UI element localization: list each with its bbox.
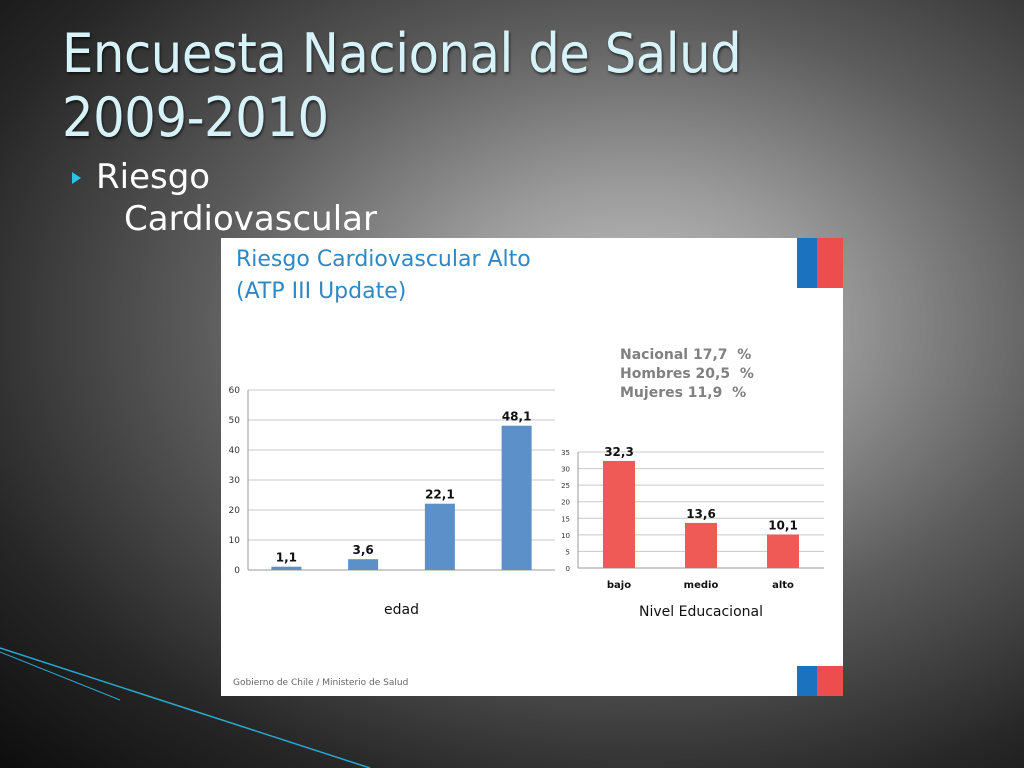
age-bar-1 [348, 559, 379, 570]
summary-hombres: Hombres 20,5 % [620, 366, 754, 382]
slide-title-line-2: 2009-2010 [62, 86, 329, 149]
edu-ytick-label: 10 [561, 532, 570, 540]
edu-ytick-label: 30 [561, 466, 570, 474]
edu-bar-1 [685, 522, 717, 568]
edu-data-label-2: 10,1 [768, 519, 798, 533]
age-ytick-label: 40 [229, 446, 241, 456]
edu-category-label-2: alto [772, 580, 794, 591]
age-data-label-1: 3,6 [352, 543, 373, 557]
footer-credit: Gobierno de Chile / Ministerio de Salud [233, 678, 409, 688]
age-ytick-label: 10 [229, 536, 241, 546]
slide-subtitle-line-2: Cardiovascular [124, 199, 377, 239]
edu-data-label-0: 32,3 [604, 445, 634, 459]
age-bar-2 [424, 503, 455, 570]
slide-title: Encuesta Nacional de Salud 2009-2010 [62, 22, 742, 150]
summary-mujeres: Mujeres 11,9 % [620, 385, 747, 401]
bullet-arrow-icon [72, 172, 81, 184]
age-data-label-2: 22,1 [425, 488, 455, 502]
edu-bar-0 [603, 460, 635, 568]
edu-data-label-1: 13,6 [686, 507, 716, 521]
edu-ytick-label: 5 [566, 548, 570, 556]
edu-ytick-label: 0 [566, 565, 570, 573]
chile-flag-logo-icon [797, 238, 843, 288]
age-ytick-label: 60 [229, 386, 241, 396]
edu-ytick-label: 20 [561, 499, 570, 507]
slide-subtitle: Riesgo Cardiovascular [96, 156, 377, 240]
chile-flag-footer-icon [797, 666, 843, 696]
panel-title-line-2: (ATP III Update) [236, 279, 407, 304]
age-bar-3 [501, 425, 532, 570]
age-ytick-label: 30 [229, 476, 241, 486]
slide-title-line-1: Encuesta Nacional de Salud [62, 22, 742, 85]
edu-x-axis-label: Nivel Educacional [639, 604, 763, 620]
age-x-axis-label: edad [384, 602, 419, 618]
age-bar-chart: 0 10 20 30 40 50 60 1,1 3,6 22,1 48,1 edad [229, 386, 555, 618]
edu-ytick-label: 35 [561, 449, 570, 457]
age-bar-0 [271, 566, 302, 570]
summary-nacional: Nacional 17,7 % [620, 347, 752, 363]
edu-ytick-label: 15 [561, 515, 570, 523]
age-ytick-label: 20 [229, 506, 241, 516]
edu-ytick-label: 25 [561, 482, 570, 490]
age-data-label-0: 1,1 [276, 551, 297, 565]
panel-title-line-1: Riesgo Cardiovascular Alto [236, 247, 531, 272]
edu-category-label-0: bajo [607, 580, 631, 591]
age-ytick-label: 50 [229, 416, 241, 426]
edu-category-label-1: medio [684, 580, 719, 591]
edu-bar-2 [767, 534, 799, 568]
slide-subtitle-line-1: Riesgo [96, 157, 211, 197]
panel-title: Riesgo Cardiovascular Alto (ATP III Upda… [236, 244, 531, 308]
age-ytick-label: 0 [234, 566, 240, 576]
chart-panel: Riesgo Cardiovascular Alto (ATP III Upda… [221, 238, 843, 696]
education-bar-chart: 0 5 10 15 20 25 30 35 32,3 bajo 13,6 medio 10,1 alto N… [561, 445, 824, 620]
summary-block: Nacional 17,7 % Hombres 20,5 % Mujeres 1… [620, 346, 754, 403]
age-data-label-3: 48,1 [502, 410, 532, 424]
